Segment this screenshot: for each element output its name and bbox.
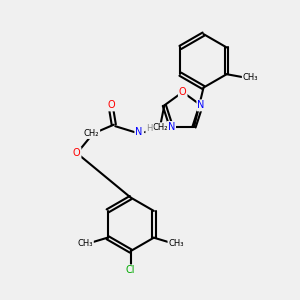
Text: CH₃: CH₃ [77,238,93,247]
Text: Cl: Cl [126,266,135,275]
Text: O: O [179,87,187,97]
Text: N: N [168,122,175,132]
Text: CH₂: CH₂ [152,123,168,132]
Text: O: O [73,148,80,158]
Text: CH₃: CH₃ [168,238,184,247]
Text: H: H [146,124,153,133]
Text: O: O [107,100,115,110]
Text: N: N [197,100,205,110]
Text: CH₃: CH₃ [243,73,258,82]
Text: N: N [135,127,143,137]
Text: CH₂: CH₂ [84,129,99,138]
